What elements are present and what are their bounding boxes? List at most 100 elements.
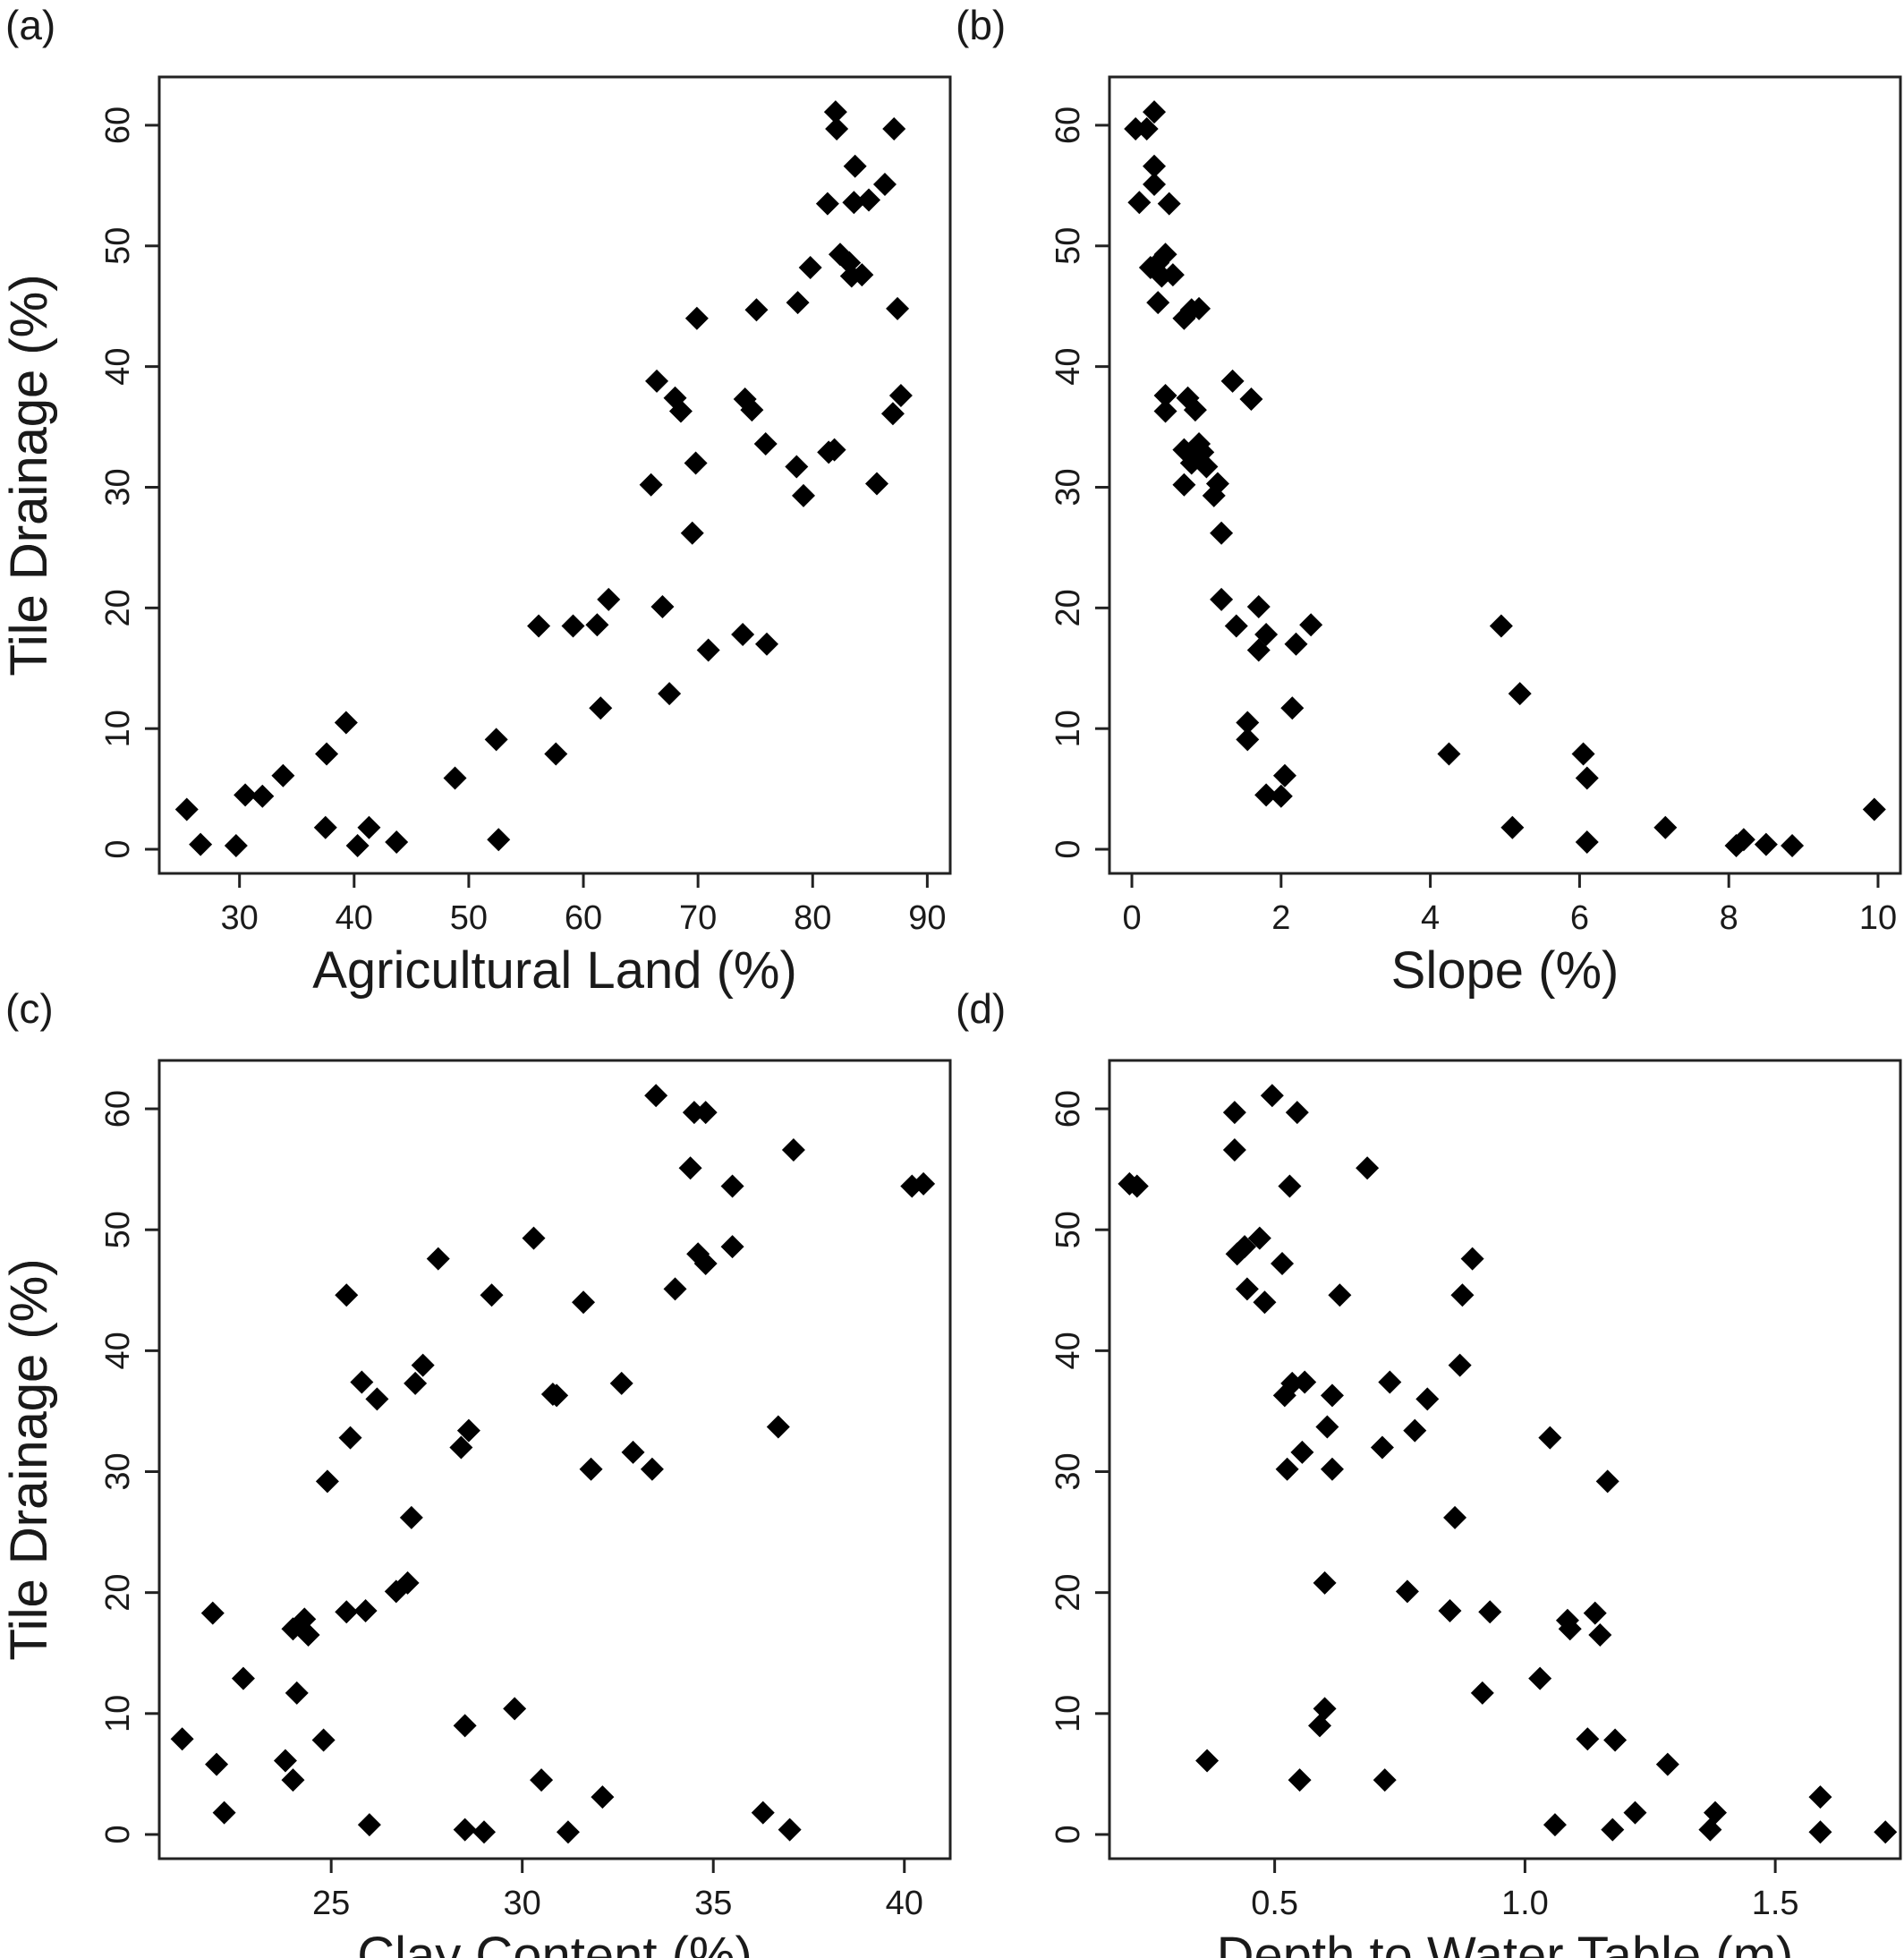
- y-tick-label: 20: [1050, 589, 1087, 626]
- x-axis-title: Agricultural Land (%): [312, 941, 797, 1000]
- data-point: [1588, 1622, 1612, 1647]
- data-point: [357, 1813, 381, 1837]
- x-tick-label: 6: [1570, 899, 1589, 937]
- y-tick-label: 60: [1050, 106, 1087, 144]
- data-point: [658, 682, 682, 706]
- data-point: [1313, 1697, 1337, 1721]
- data-point: [1275, 1457, 1299, 1481]
- data-point: [1528, 1666, 1552, 1690]
- data-point: [1489, 614, 1513, 638]
- data-point: [487, 828, 511, 852]
- x-tick-label: 70: [679, 899, 717, 937]
- data-point: [731, 623, 755, 646]
- data-point: [1653, 815, 1678, 839]
- data-point: [1157, 192, 1181, 216]
- data-point: [872, 173, 897, 197]
- data-point: [385, 830, 409, 854]
- data-point: [1500, 815, 1525, 839]
- y-tick-label: 30: [99, 1452, 137, 1490]
- x-tick-label: 2: [1271, 899, 1290, 937]
- data-point: [1210, 521, 1234, 545]
- data-point: [650, 594, 675, 618]
- data-point: [1623, 1801, 1647, 1825]
- data-point: [1210, 587, 1234, 611]
- data-point: [1205, 472, 1229, 496]
- data-point: [1313, 1571, 1337, 1595]
- data-point: [1443, 1505, 1467, 1529]
- x-tick-label: 1.5: [1752, 1885, 1799, 1922]
- data-point: [561, 614, 585, 638]
- x-tick-label: 40: [886, 1885, 923, 1922]
- data-point: [1450, 1283, 1475, 1307]
- panel-label: (d): [956, 985, 1006, 1032]
- y-tick-label: 0: [99, 839, 137, 858]
- x-tick-label: 30: [504, 1885, 541, 1922]
- data-point: [1808, 1820, 1832, 1844]
- y-tick-label: 20: [1050, 1574, 1087, 1612]
- data-point: [1272, 763, 1296, 787]
- data-point: [1271, 1252, 1295, 1276]
- data-point: [1601, 1818, 1625, 1842]
- panel-1: (a) 30 40 50 60 70 80 90 0 10 20 30 40 50 60 Agricultur…: [0, 2, 952, 1000]
- data-point: [1280, 696, 1305, 720]
- data-point: [174, 797, 199, 822]
- data-point: [1655, 1752, 1679, 1776]
- x-tick-label: 35: [694, 1885, 732, 1922]
- data-point: [1478, 1600, 1502, 1624]
- data-point: [522, 1226, 546, 1250]
- data-point: [1731, 828, 1755, 852]
- data-point: [591, 1785, 615, 1809]
- data-point: [1246, 594, 1271, 618]
- data-point: [621, 1440, 645, 1464]
- x-axis-title: Clay Content (%): [357, 1927, 752, 1958]
- data-point: [744, 298, 769, 322]
- data-point: [338, 1426, 362, 1450]
- data-point: [1576, 1727, 1600, 1751]
- data-point: [720, 1174, 744, 1198]
- data-point: [609, 1371, 633, 1395]
- data-point: [1508, 682, 1532, 706]
- data-point: [1808, 1785, 1832, 1809]
- data-point: [212, 1801, 236, 1825]
- plot-frame: [1108, 75, 1902, 875]
- data-point: [224, 833, 248, 857]
- data-point: [1575, 766, 1599, 790]
- data-point: [426, 1247, 450, 1271]
- data-point: [315, 742, 339, 766]
- data-point: [1603, 1728, 1628, 1752]
- y-tick-label: 20: [99, 1574, 137, 1612]
- y-tick-label: 20: [99, 589, 137, 626]
- data-point: [1293, 1370, 1317, 1394]
- data-point: [1698, 1818, 1722, 1842]
- data-point: [1470, 1681, 1494, 1705]
- data-point: [1370, 1435, 1394, 1460]
- data-point: [585, 613, 609, 637]
- data-point: [1269, 784, 1293, 808]
- data-point: [271, 763, 295, 787]
- y-tick-label: 50: [1050, 227, 1087, 265]
- data-point: [1415, 1387, 1440, 1411]
- data-point: [786, 291, 810, 315]
- data-point: [350, 1370, 374, 1394]
- data-point: [785, 455, 809, 479]
- data-point: [1247, 1226, 1271, 1250]
- data-point: [740, 398, 764, 422]
- panel-label: (a): [5, 2, 55, 48]
- data-point: [404, 1371, 428, 1395]
- data-point: [912, 1171, 936, 1196]
- data-point: [880, 402, 905, 426]
- data-point: [1143, 154, 1167, 178]
- x-tick-label: 50: [450, 899, 488, 937]
- data-point: [1754, 832, 1778, 856]
- data-point: [1356, 1156, 1380, 1180]
- data-point: [1278, 1174, 1302, 1198]
- data-point: [234, 783, 258, 807]
- y-tick-label: 40: [1050, 347, 1087, 385]
- data-point: [798, 256, 822, 280]
- y-tick-label: 60: [99, 106, 137, 144]
- data-point: [1395, 1579, 1419, 1604]
- data-point: [815, 192, 839, 216]
- data-point: [680, 521, 704, 545]
- y-tick-label: 40: [1050, 1332, 1087, 1369]
- data-point: [353, 1598, 378, 1622]
